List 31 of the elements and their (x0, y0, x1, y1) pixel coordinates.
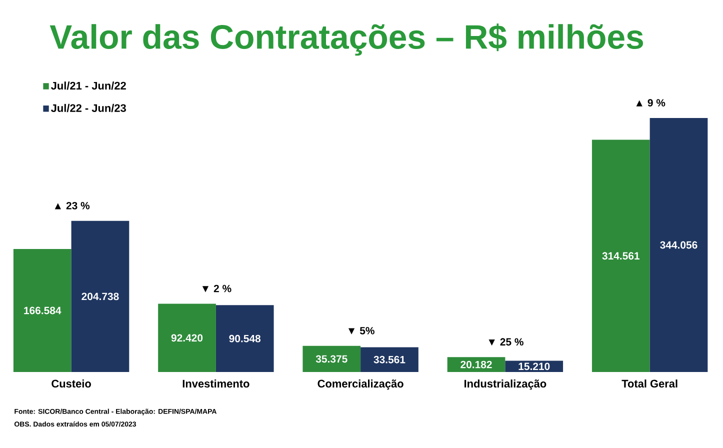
x-tick-label: Investimento (182, 380, 250, 388)
chart-title: Valor das Contratações – R$ milhões (50, 24, 643, 56)
annotation: ▼ 25 % (488, 338, 524, 346)
annotation: ▼ 2 % (202, 284, 232, 292)
bar (650, 118, 708, 372)
data-label: 90.548 (229, 334, 261, 342)
x-tick-label: Industrialização (464, 380, 546, 390)
bar (592, 140, 650, 372)
x-tick-label: Total Geral (622, 380, 678, 388)
bar (216, 305, 274, 372)
data-label: 20.182 (460, 360, 492, 368)
bar (71, 220, 130, 372)
bar (13, 249, 72, 372)
x-tick-label: Custeio (52, 380, 91, 388)
text: ▲ 9 % (636, 99, 666, 107)
bar (302, 346, 361, 372)
data-label: 344.056 (660, 241, 698, 249)
legend-label: Jul/22 - Jun/23 (51, 104, 126, 112)
legend-label: Jul/21 - Jun/22 (51, 82, 126, 90)
bar (158, 304, 216, 372)
annotation: ▼ 5% (348, 326, 374, 334)
annotation: ▲ 23 % (54, 202, 90, 210)
data-label: 15.210 (518, 362, 550, 370)
data-label: 35.375 (316, 355, 348, 363)
data-label: 314.561 (602, 252, 640, 260)
data-label: 33.561 (374, 356, 406, 364)
data-label: 92.420 (171, 334, 203, 342)
bar (360, 347, 418, 372)
data-label: 166.584 (24, 306, 62, 314)
x-tick-label: Comercialização (318, 380, 404, 390)
data-label: 204.738 (82, 292, 119, 300)
